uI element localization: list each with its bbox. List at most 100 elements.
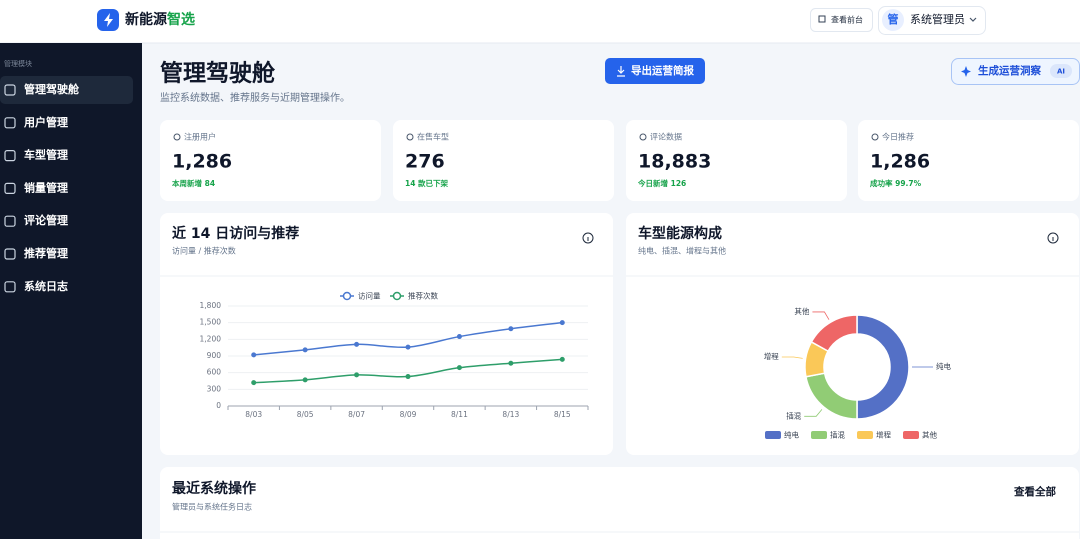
y-tick-label: 300	[207, 384, 222, 393]
legend-swatch	[765, 431, 781, 439]
data-point	[508, 360, 514, 366]
info-icon[interactable]	[1047, 232, 1059, 244]
legend-swatch	[903, 431, 919, 439]
brand-main: 新能源	[125, 11, 167, 28]
nav-item[interactable]: 推荐管理	[24, 246, 68, 260]
legend-marker	[342, 291, 352, 301]
legend-label[interactable]: 访问量	[358, 291, 381, 301]
label-line	[804, 409, 823, 417]
stat-icon	[173, 133, 181, 141]
pie-slice[interactable]	[810, 314, 858, 353]
stat-value: 276	[405, 151, 445, 173]
nav-item[interactable]: 用户管理	[24, 115, 68, 129]
legend-label[interactable]: 插混	[830, 430, 845, 440]
trend-card	[160, 213, 613, 455]
brand-accent: 智选	[166, 11, 195, 28]
stat-icon	[871, 133, 879, 141]
logo-bolt	[104, 13, 113, 27]
nav-icon	[4, 215, 16, 227]
stat-card	[858, 120, 1079, 201]
legend-marker	[392, 291, 402, 301]
info-icon[interactable]	[582, 232, 594, 244]
external-icon	[818, 15, 826, 23]
slice-label: 其他	[794, 306, 809, 316]
stat-label: 注册用户	[184, 132, 216, 142]
stat-label: 在售车型	[417, 132, 449, 142]
legend-label[interactable]: 增程	[876, 430, 891, 440]
x-tick-label: 8/03	[245, 410, 262, 419]
data-point	[302, 347, 308, 353]
stat-cards: 注册用户 1,286 本周新增 84 在售车型 276 14 款已下架 评论数据 18,883…	[160, 120, 1079, 201]
pie-slice[interactable]	[856, 314, 910, 420]
x-tick-label: 8/09	[400, 410, 417, 419]
recent-card	[160, 467, 1079, 539]
legend-swatch	[811, 431, 827, 439]
y-tick-label: 1,800	[200, 301, 222, 310]
data-point	[251, 352, 257, 358]
legend-label[interactable]: 推荐次数	[408, 291, 438, 301]
nav-icon	[4, 117, 16, 129]
avatar-text: 管	[888, 12, 899, 26]
avatar	[882, 9, 904, 31]
stat-value: 18,883	[638, 151, 711, 173]
user-menu[interactable]	[878, 6, 986, 35]
x-tick-label: 8/07	[348, 410, 365, 419]
brand[interactable]: 新能源智选	[125, 11, 195, 28]
nav-item[interactable]: 销量管理	[24, 180, 68, 194]
nav-icon	[4, 281, 16, 293]
stat-note: 成功率 99.7%	[870, 178, 922, 188]
stat-card	[626, 120, 847, 201]
data-point	[251, 380, 257, 386]
line-chart: 0 300 600 900 1,200 1,500 1,800 8/03 8/05 8/07 8/0…	[200, 291, 589, 419]
sidebar-active	[0, 76, 133, 104]
nav-item[interactable]: 管理驾驶舱	[24, 82, 80, 96]
y-tick-label: 1,200	[200, 334, 222, 343]
nav-item[interactable]: 车型管理	[24, 148, 68, 162]
y-tick-label: 600	[207, 368, 222, 377]
page-subtitle: 监控系统数据、推荐服务与近期管理操作。	[160, 91, 350, 104]
legend-swatch	[857, 431, 873, 439]
y-tick-label: 900	[207, 351, 222, 360]
sidebar-section: 管理模块	[4, 59, 32, 68]
label-line	[781, 356, 803, 359]
ai-badge	[1050, 64, 1072, 78]
legend-label[interactable]: 其他	[922, 430, 937, 440]
data-point	[354, 341, 360, 347]
data-point	[354, 372, 360, 378]
stat-label: 评论数据	[650, 132, 682, 142]
slice-label: 纯电	[936, 361, 951, 371]
sidebar	[0, 43, 142, 539]
card-subtitle: 访问量 / 推荐次数	[172, 246, 236, 256]
export-button[interactable]	[605, 58, 705, 84]
card-title: 车型能源构成	[638, 225, 722, 242]
data-point	[559, 320, 565, 326]
data-point	[456, 365, 462, 371]
data-point	[302, 377, 308, 383]
nav-icon	[4, 150, 16, 162]
label-line	[812, 311, 830, 320]
nav-item[interactable]: 评论管理	[24, 213, 68, 227]
legend-label[interactable]: 纯电	[784, 430, 799, 440]
stat-label: 今日推荐	[882, 132, 914, 142]
stat-card	[393, 120, 614, 201]
download-icon	[617, 66, 625, 77]
view-site-label: 查看前台	[831, 15, 863, 25]
stat-note: 本周新增 84	[171, 178, 215, 188]
page-title: 管理驾驶舱	[160, 60, 276, 87]
x-tick-label: 8/13	[502, 410, 519, 419]
data-point	[559, 356, 565, 362]
view-all-link[interactable]: 查看全部	[1013, 485, 1056, 498]
card-title: 最近系统操作	[172, 480, 256, 497]
nav-icon	[4, 248, 16, 260]
data-point	[508, 326, 514, 332]
stat-note: 今日新增 126	[637, 178, 686, 188]
nav-icon	[4, 182, 16, 194]
view-site-button[interactable]	[810, 8, 873, 32]
x-tick-label: 8/11	[451, 410, 468, 419]
user-name: 系统管理员	[910, 12, 965, 26]
nav-item[interactable]: 系统日志	[24, 279, 68, 293]
